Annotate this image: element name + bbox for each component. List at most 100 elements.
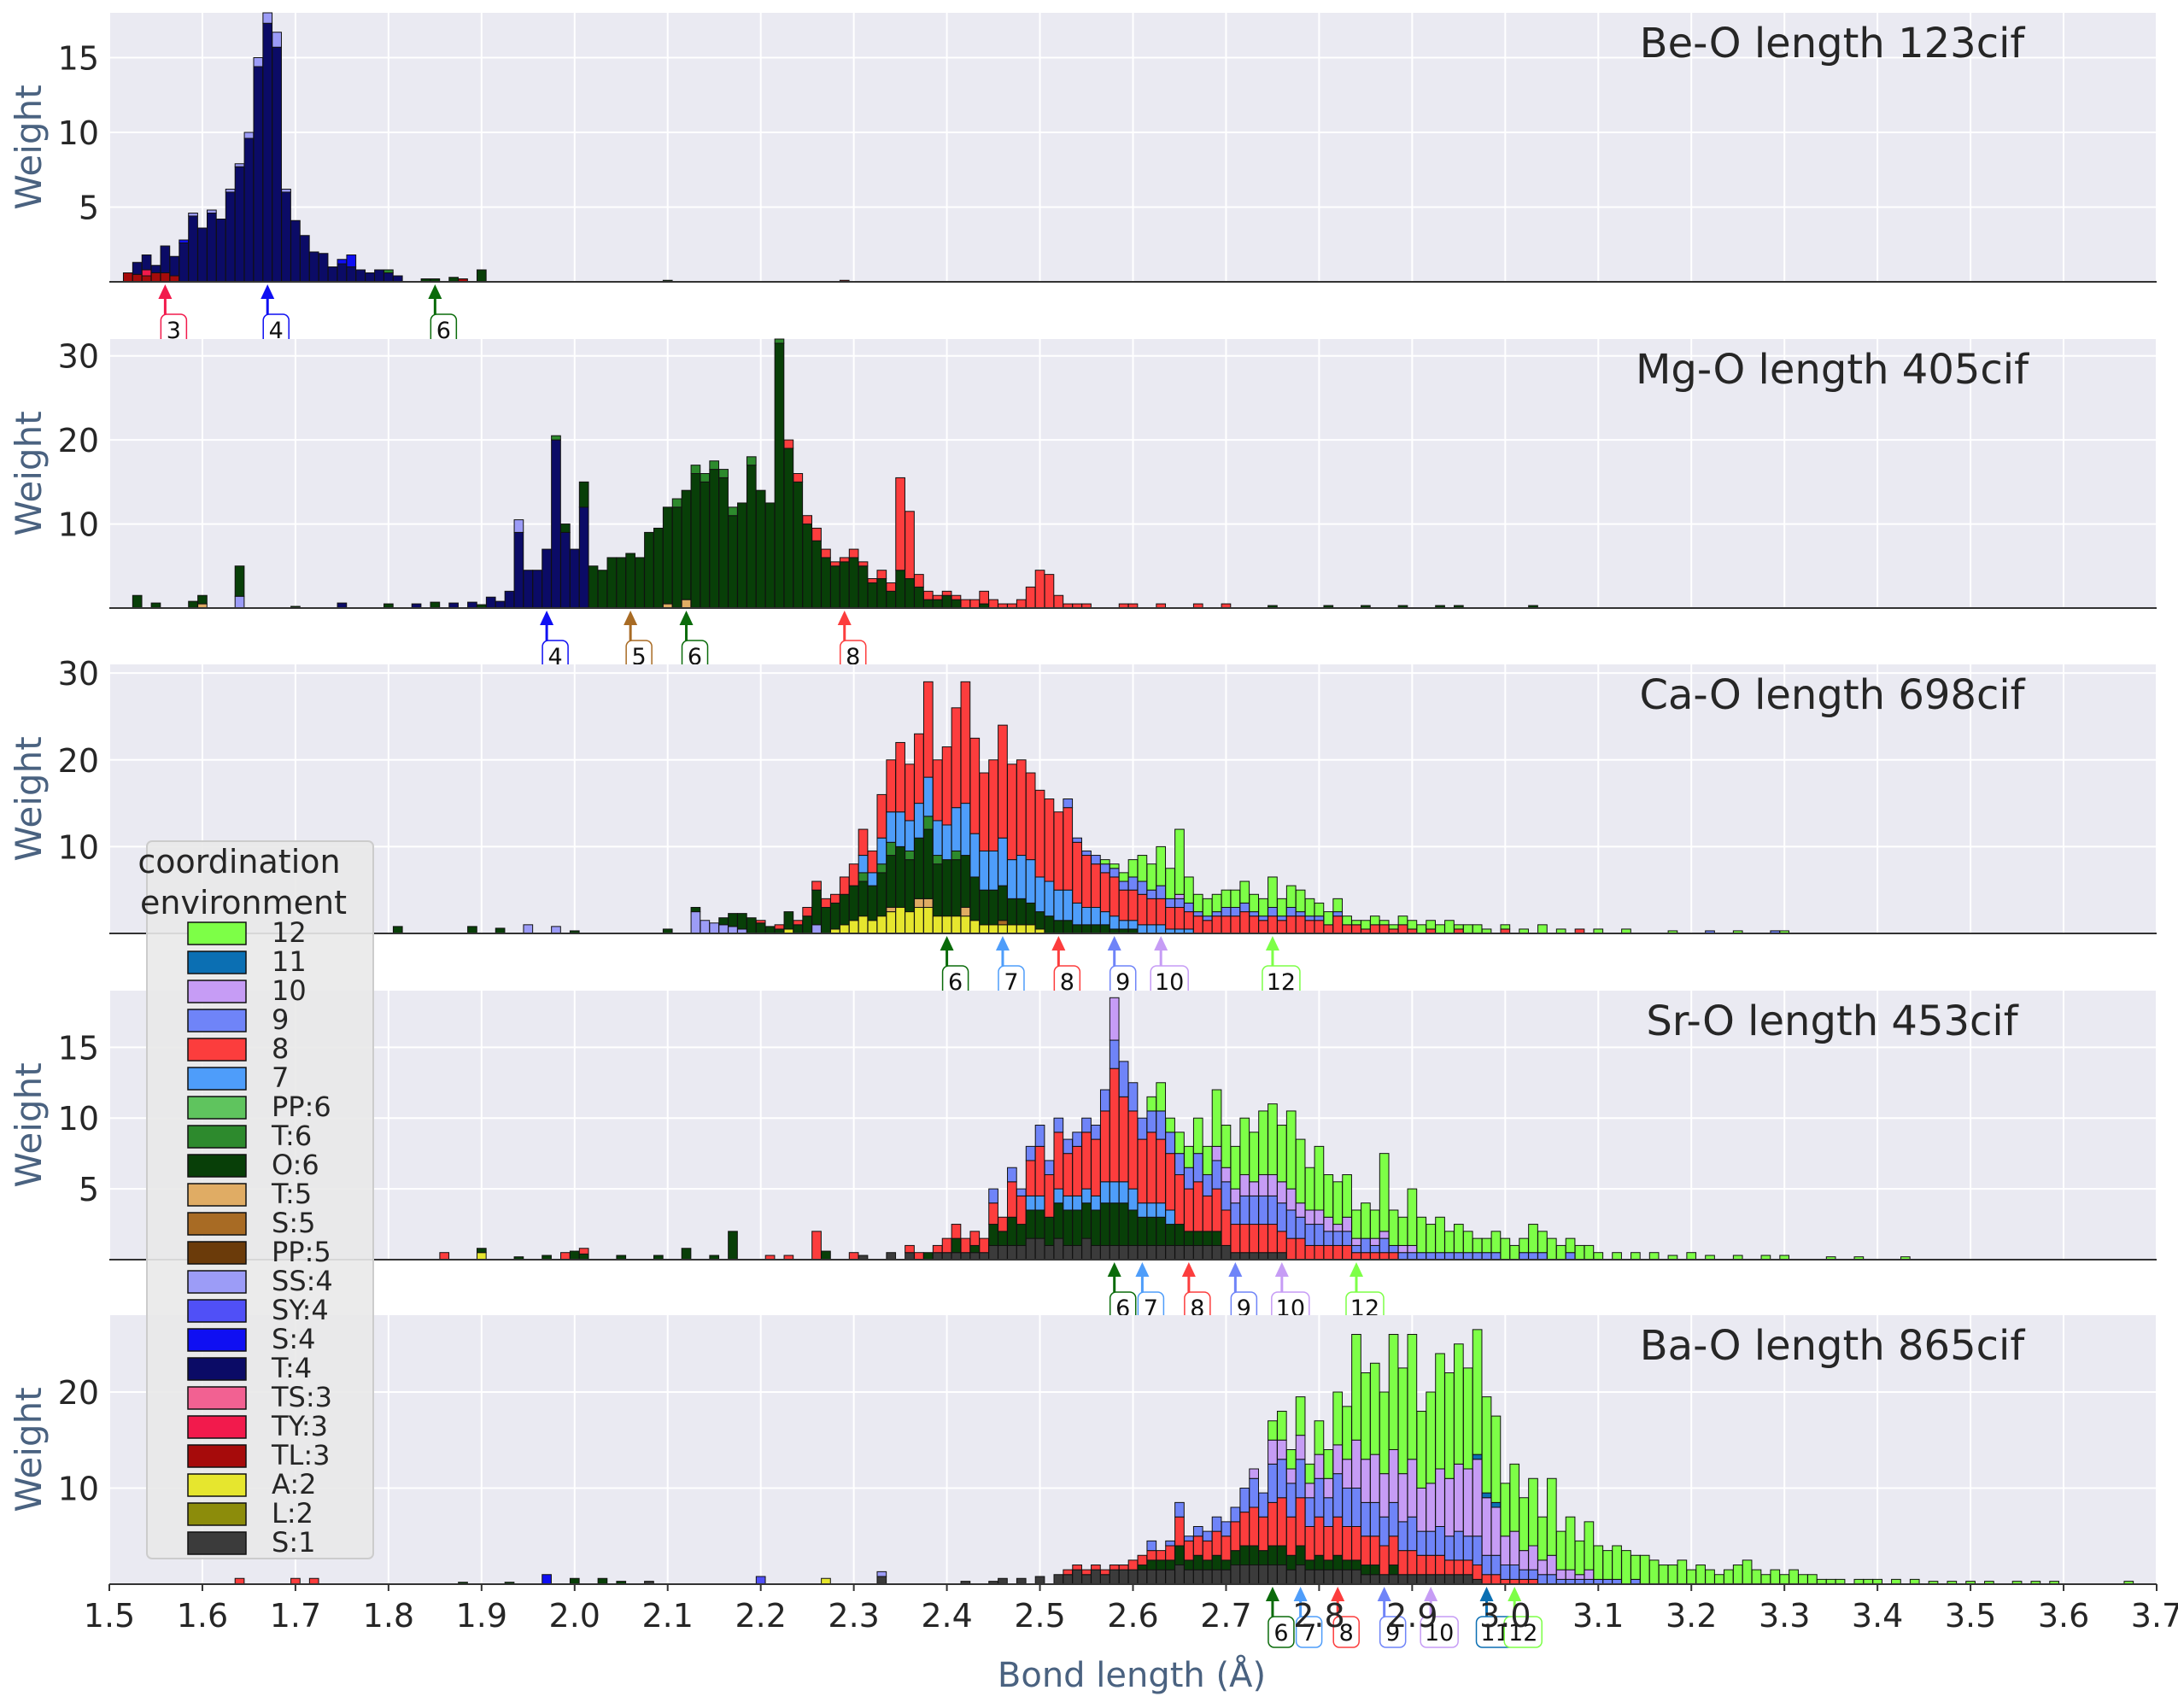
bar-segment-S-1 bbox=[1146, 1244, 1157, 1261]
bar-segment-12 bbox=[1509, 1463, 1520, 1532]
bar-segment-12 bbox=[1760, 1574, 1771, 1585]
bar-segment-12 bbox=[1490, 1231, 1502, 1254]
histogram-bar bbox=[1127, 1559, 1139, 1585]
bar-segment-7 bbox=[1072, 1195, 1082, 1211]
bar-segment-S-1 bbox=[886, 1252, 897, 1261]
bar-segment-O-6 bbox=[821, 1250, 831, 1261]
coordination-legend: coordination environment 121110987PP:6T:… bbox=[138, 840, 374, 1559]
legend-label: 12 bbox=[272, 916, 307, 949]
cn-marker-8: 8 bbox=[1181, 1262, 1211, 1324]
histogram-bar bbox=[1099, 1569, 1110, 1585]
bar-segment-9 bbox=[1192, 1153, 1203, 1183]
histogram-bar bbox=[700, 920, 711, 934]
bar-segment-9 bbox=[1099, 863, 1110, 874]
histogram-bar bbox=[1184, 1145, 1194, 1261]
histogram-bar bbox=[1361, 1202, 1371, 1261]
bar-segment-O-6 bbox=[1081, 924, 1092, 934]
histogram-bar bbox=[542, 1574, 552, 1585]
bar-segment-10 bbox=[1304, 1209, 1315, 1225]
bar-segment-10 bbox=[1537, 1559, 1548, 1576]
histogram-bar bbox=[811, 527, 822, 609]
bar-segment-7 bbox=[1025, 859, 1036, 904]
bar-segment-O-6 bbox=[1034, 1209, 1045, 1239]
histogram-bar bbox=[1109, 1565, 1120, 1585]
marker-arrow-head bbox=[1051, 936, 1066, 951]
histogram-bar bbox=[1304, 898, 1315, 934]
histogram-bar bbox=[876, 1571, 887, 1585]
bar-segment-12 bbox=[1379, 920, 1390, 926]
bar-segment-A-2 bbox=[858, 915, 869, 934]
bar-segment-8 bbox=[1388, 1252, 1399, 1261]
bar-segment-8 bbox=[988, 1202, 998, 1225]
bar-segment-9 bbox=[1342, 1488, 1352, 1527]
bar-segment-S-4 bbox=[179, 239, 190, 243]
bar-segment-8 bbox=[1323, 1526, 1334, 1561]
bar-segment-O-6 bbox=[895, 845, 905, 909]
histogram-bar bbox=[1593, 1252, 1604, 1261]
bar-segment-S-1 bbox=[1462, 1574, 1473, 1585]
histogram-bar bbox=[513, 519, 524, 609]
bar-segment-8 bbox=[932, 1244, 943, 1254]
histogram-bar bbox=[532, 570, 543, 609]
histogram-bar bbox=[1249, 1132, 1259, 1261]
bar-segment-12 bbox=[1454, 1224, 1464, 1254]
legend-title-line1: coordination bbox=[138, 843, 340, 880]
bar-segment-12 bbox=[1798, 1574, 1808, 1585]
bar-segment-12 bbox=[1426, 1224, 1436, 1254]
bar-segment-TY-3 bbox=[141, 269, 152, 277]
bar-segment-O-6 bbox=[764, 502, 776, 609]
histogram-bar bbox=[848, 1252, 859, 1261]
bar-segment-8 bbox=[1258, 1516, 1268, 1552]
bar-segment-T-4 bbox=[578, 506, 589, 609]
bar-segment-O-6 bbox=[1342, 1559, 1352, 1571]
bar-segment-TL-3 bbox=[141, 275, 152, 283]
histogram-bar bbox=[1053, 1574, 1064, 1585]
marker-arrow-head bbox=[837, 611, 852, 625]
histogram-bar bbox=[1435, 1353, 1445, 1585]
legend-label: A:2 bbox=[272, 1468, 316, 1500]
bar-segment-10 bbox=[1230, 1188, 1241, 1204]
bar-segment-8 bbox=[1174, 907, 1185, 930]
bar-segment-O-6 bbox=[1258, 1550, 1268, 1565]
bar-segment-O-6 bbox=[1007, 1216, 1017, 1246]
histogram-bar bbox=[635, 557, 645, 609]
histogram-bar bbox=[886, 1252, 897, 1261]
bar-segment-S-1 bbox=[1230, 1565, 1241, 1585]
bar-segment-12 bbox=[1789, 1569, 1799, 1585]
bar-segment-S-1 bbox=[960, 1252, 971, 1261]
bar-segment-T-6 bbox=[718, 469, 729, 478]
histogram-bar bbox=[1091, 1125, 1101, 1261]
bar-segment-12 bbox=[1435, 1353, 1445, 1470]
histogram-bar bbox=[625, 553, 635, 609]
bar-segment-S-1 bbox=[1165, 1244, 1175, 1261]
bar-segment-7 bbox=[1156, 924, 1167, 934]
bar-segment-10 bbox=[1472, 1459, 1483, 1537]
histogram-bar bbox=[1109, 863, 1120, 934]
histogram-bar bbox=[1500, 1483, 1511, 1585]
bar-segment-SS-4 bbox=[272, 32, 282, 48]
bar-segment-9 bbox=[1481, 1252, 1492, 1261]
bar-segment-SS-4 bbox=[709, 922, 720, 934]
bar-segment-O-6 bbox=[821, 557, 831, 609]
bar-segment-9 bbox=[1184, 1167, 1194, 1190]
bar-segment-T-4 bbox=[383, 272, 394, 283]
histogram-bar bbox=[569, 1250, 580, 1261]
y-tick-label: 30 bbox=[58, 338, 99, 376]
y-axis-label: Weight bbox=[8, 411, 50, 535]
bar-segment-A-2 bbox=[895, 907, 905, 934]
histogram-bar bbox=[1426, 1391, 1436, 1585]
bar-segment-7 bbox=[876, 837, 887, 865]
bar-segment-O-6 bbox=[1072, 1209, 1082, 1246]
bar-segment-9 bbox=[1063, 798, 1074, 809]
bar-segment-T-6 bbox=[690, 465, 701, 474]
bar-segment-T-4 bbox=[253, 66, 264, 283]
cn-marker-7: 7 bbox=[1135, 1262, 1165, 1324]
bar-segment-8 bbox=[1016, 1195, 1027, 1225]
histogram-bar bbox=[1127, 1082, 1139, 1261]
bar-segment-10 bbox=[1249, 1181, 1259, 1196]
bar-segment-12 bbox=[1268, 1103, 1278, 1176]
histogram-bar bbox=[1156, 1082, 1167, 1261]
histogram-bar bbox=[1211, 893, 1222, 934]
bar-segment-10 bbox=[1295, 1202, 1306, 1218]
histogram-bar bbox=[1509, 1244, 1520, 1261]
